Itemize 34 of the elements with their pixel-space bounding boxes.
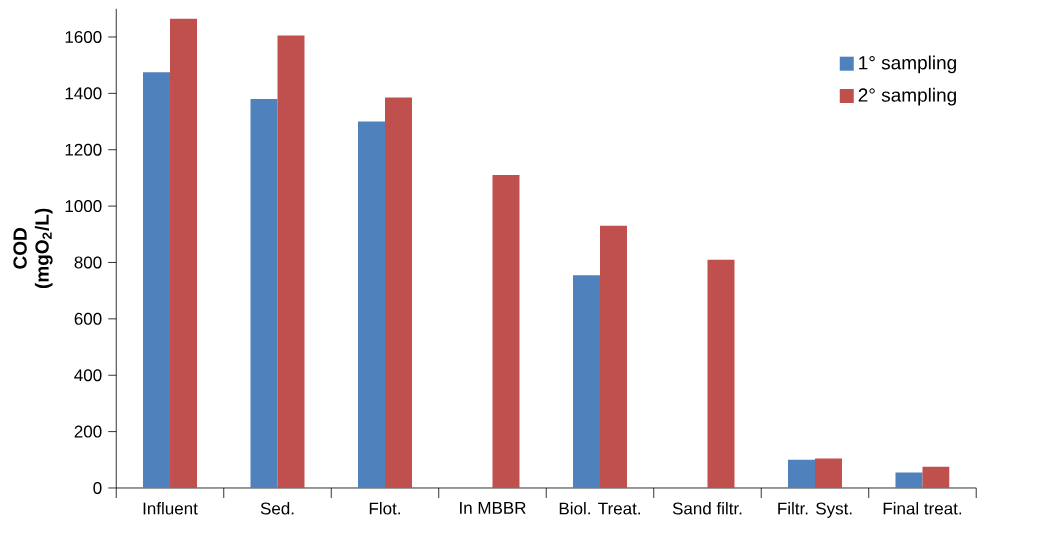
bar [492, 175, 520, 488]
bar [814, 458, 842, 488]
x-tick-label: Sand filtr. [672, 502, 742, 515]
y-axis-title: COD (mgO$_{2}$/L) [13, 208, 53, 289]
y-tick-label: 1600 [65, 30, 102, 43]
bar [787, 459, 815, 488]
y-tick-label: 200 [74, 425, 102, 438]
bar [143, 72, 171, 488]
x-tick-label: In MBBR [460, 502, 526, 514]
x-tick-label: Final treat. [883, 502, 962, 515]
y-tick-label: 1200 [65, 143, 102, 156]
bar [707, 259, 735, 488]
legend-label: 2° sampling [858, 87, 956, 106]
bar [250, 98, 278, 488]
y-tick-label: 800 [74, 256, 102, 269]
x-tick-label: Filtr. Syst. [778, 502, 852, 518]
bar [358, 121, 385, 488]
legend-label: 1° sampling [859, 55, 956, 74]
y-tick-label: 0 [93, 481, 102, 494]
bar [170, 18, 198, 488]
y-tick-label: 1400 [65, 87, 102, 100]
y-tick-label: 1000 [65, 200, 102, 213]
bar [922, 466, 950, 488]
y-tick-label: 400 [74, 369, 102, 382]
x-tick-label: Sed. [260, 502, 294, 515]
bar [599, 225, 627, 488]
x-tick-label: Influent [143, 502, 198, 515]
bar [277, 35, 305, 488]
bar [385, 97, 412, 488]
bar [572, 275, 600, 488]
x-tick-label: Biol. Treat. [559, 502, 641, 515]
x-tick-label: Flot. [369, 502, 400, 515]
bar [895, 472, 923, 488]
y-tick-label: 600 [74, 312, 102, 325]
